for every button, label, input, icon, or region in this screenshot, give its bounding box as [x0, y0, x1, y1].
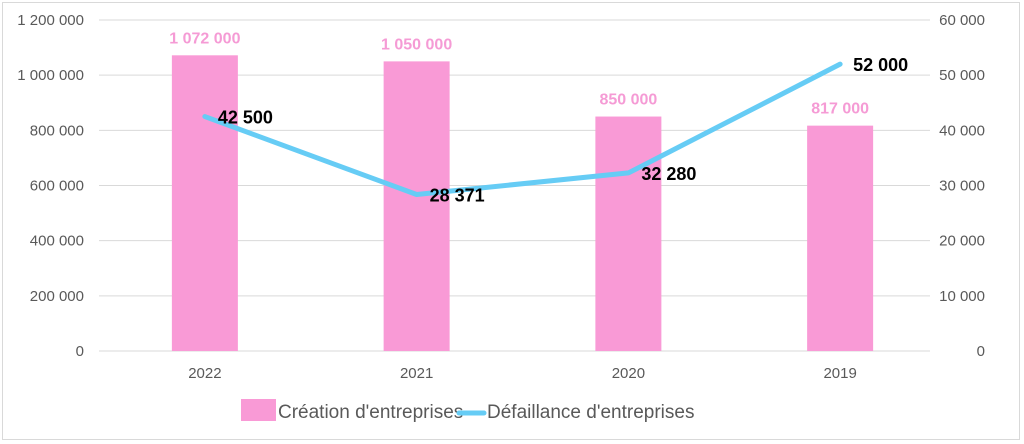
bar [807, 125, 874, 351]
bar [595, 116, 662, 352]
x-tick-label: 2021 [400, 365, 433, 382]
legend-swatch-bars [241, 399, 276, 421]
y-left-tick-label: 400 000 [30, 233, 84, 250]
y-right-tick-label: 0 [977, 343, 985, 360]
y-left-tick-label: 0 [76, 343, 84, 360]
line-data-label: 32 280 [641, 164, 696, 184]
y-left-tick-label: 1 200 000 [17, 12, 84, 29]
y-left-tick-label: 600 000 [30, 178, 84, 195]
line-data-label: 42 500 [218, 108, 273, 128]
bar-data-label: 1 072 000 [169, 30, 240, 47]
x-tick-label: 2019 [823, 365, 856, 382]
y-right-tick-label: 40 000 [939, 122, 985, 139]
y-left-tick-label: 800 000 [30, 122, 84, 139]
line-series [202, 61, 843, 197]
bar [171, 55, 238, 351]
bar-data-label: 817 000 [811, 101, 869, 118]
y-right-tick-label: 60 000 [939, 12, 985, 29]
x-tick-label: 2022 [188, 365, 221, 382]
bar [383, 61, 450, 351]
y-right-tick-label: 50 000 [939, 67, 985, 84]
y-right-tick-label: 10 000 [939, 288, 985, 305]
line-data-label: 28 371 [430, 185, 485, 205]
y-right-tick-label: 20 000 [939, 233, 985, 250]
legend-label-bars: Création d'entreprises [278, 402, 463, 423]
bar-data-label: 850 000 [599, 92, 657, 109]
legend-label-line: Défaillance d'entreprises [487, 402, 694, 423]
bar-data-label: 1 050 000 [381, 36, 452, 53]
x-tick-label: 2020 [612, 365, 645, 382]
y-left-tick-label: 200 000 [30, 288, 84, 305]
y-left-tick-label: 1 000 000 [17, 67, 84, 84]
line-data-label: 52 000 [853, 55, 908, 75]
y-right-tick-label: 30 000 [939, 178, 985, 195]
